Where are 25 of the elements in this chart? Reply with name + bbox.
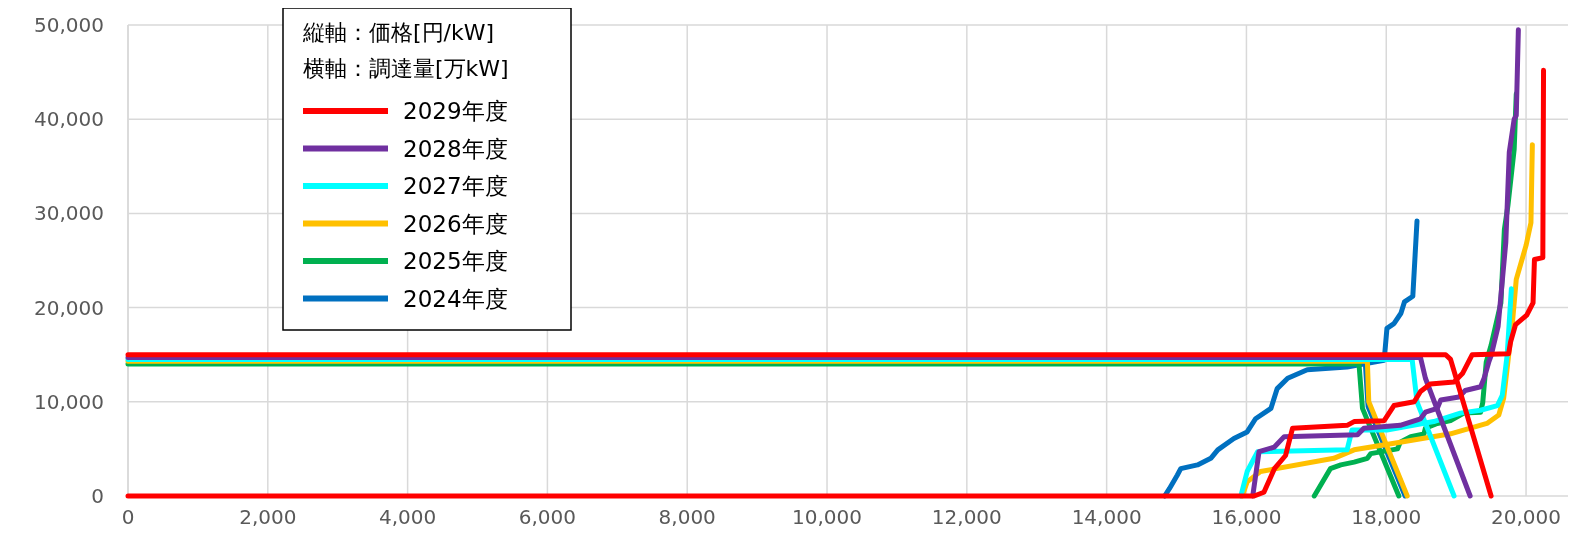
x-tick-label: 14,000	[1071, 505, 1142, 529]
x-tick-label: 0	[121, 505, 135, 529]
legend-label: 2024年度	[403, 285, 508, 312]
y-tick-label: 40,000	[34, 107, 104, 132]
x-tick-label: 4,000	[378, 505, 437, 529]
y-tick-label: 0	[91, 484, 104, 508]
x-tick-label: 16,000	[1211, 505, 1282, 529]
x-axis-title: 横軸：調達量[万kW]	[303, 56, 509, 81]
legend-label: 2026年度	[403, 210, 508, 237]
y-tick-label: 10,000	[34, 389, 104, 414]
y-axis-title: 縦軸：価格[円/kW]	[302, 20, 495, 45]
x-tick-label: 6,000	[518, 505, 577, 529]
y-tick-label: 20,000	[34, 295, 104, 320]
y-tick-label: 50,000	[34, 13, 104, 37]
x-tick-label: 8,000	[658, 505, 716, 529]
legend-label: 2029年度	[403, 98, 508, 125]
x-tick-label: 12,000	[931, 505, 1002, 529]
x-tick-label: 20,000	[1491, 505, 1562, 529]
y-tick-label: 30,000	[34, 201, 104, 226]
x-tick-label: 18,000	[1351, 505, 1422, 529]
x-tick-label: 2,000	[239, 505, 297, 529]
legend-label: 2027年度	[403, 173, 508, 200]
legend-label: 2025年度	[403, 248, 508, 275]
legend-label: 2028年度	[403, 135, 508, 162]
x-tick-label: 10,000	[792, 505, 863, 529]
